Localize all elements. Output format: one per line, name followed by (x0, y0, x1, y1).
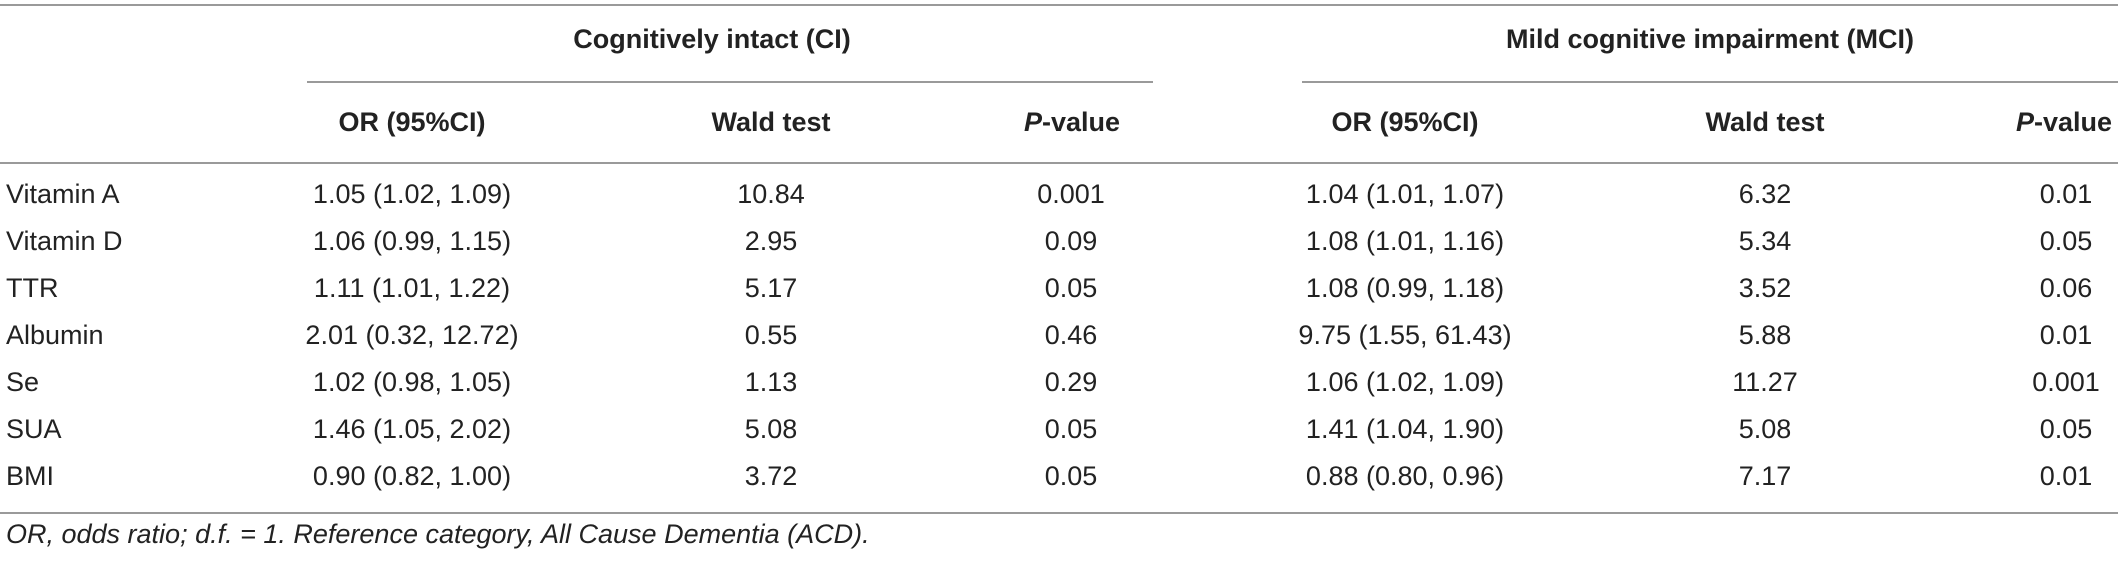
col-header-ci-pvalue: P-value (1024, 106, 1120, 138)
mci-wald: 6.32 (1738, 179, 1792, 209)
mci-or: 1.04 (1.01, 1.07) (1305, 179, 1505, 209)
ci-wald: 2.95 (744, 226, 798, 256)
mci-pvalue: 0.001 (2032, 367, 2100, 397)
ci-wald: 3.72 (744, 461, 798, 491)
mci-pvalue: 0.05 (2039, 226, 2093, 256)
col-header-ci-or: OR (95%CI) (338, 107, 486, 137)
ci-pvalue: 0.29 (1044, 367, 1098, 397)
mci-wald: 5.08 (1738, 414, 1792, 444)
mci-or: 1.06 (1.02, 1.09) (1305, 367, 1505, 397)
ci-wald: 5.17 (744, 273, 798, 303)
row-label: TTR (6, 273, 59, 303)
p-suffix: -value (2033, 107, 2112, 137)
ci-or: 1.11 (1.01, 1.22) (313, 273, 511, 303)
ci-group-underline (307, 81, 1153, 83)
table-top-rule (0, 4, 2118, 6)
mci-pvalue: 0.05 (2039, 414, 2093, 444)
mci-wald: 7.17 (1738, 461, 1792, 491)
ci-or: 1.05 (1.02, 1.09) (312, 179, 512, 209)
ci-or: 1.02 (0.98, 1.05) (312, 367, 512, 397)
ci-or: 1.06 (0.99, 1.15) (312, 226, 512, 256)
mci-pvalue: 0.01 (2039, 179, 2093, 209)
mci-pvalue: 0.01 (2039, 320, 2093, 350)
mci-wald: 5.34 (1738, 226, 1792, 256)
group-header-mci: Mild cognitive impairment (MCI) (1505, 24, 1915, 54)
mci-or: 0.88 (0.80, 0.96) (1305, 461, 1505, 491)
p-suffix: -value (1041, 107, 1120, 137)
table-bottom-rule (0, 512, 2118, 514)
group-header-ci: Cognitively intact (CI) (573, 24, 851, 54)
table-footnote: OR, odds ratio; d.f. = 1. Reference cate… (6, 519, 870, 549)
ci-wald: 10.84 (737, 179, 805, 209)
mci-wald: 11.27 (1732, 367, 1798, 397)
col-header-mci-wald: Wald test (1705, 107, 1825, 137)
mci-group-underline (1302, 81, 2118, 83)
mci-pvalue: 0.06 (2039, 273, 2093, 303)
row-label: SUA (6, 414, 62, 444)
ci-or: 1.46 (1.05, 2.02) (312, 414, 512, 444)
ci-pvalue: 0.05 (1044, 461, 1098, 491)
mci-wald: 5.88 (1738, 320, 1792, 350)
col-header-ci-wald: Wald test (711, 107, 831, 137)
col-header-mci-pvalue: P-value (2016, 106, 2112, 138)
row-label: Vitamin A (6, 179, 120, 209)
mci-or: 1.08 (0.99, 1.18) (1305, 273, 1505, 303)
ci-wald: 0.55 (744, 320, 798, 350)
ci-pvalue: 0.05 (1044, 273, 1098, 303)
col-header-mci-or: OR (95%CI) (1331, 107, 1479, 137)
row-label: Vitamin D (6, 226, 123, 256)
row-label: BMI (6, 461, 55, 491)
mci-or: 1.41 (1.04, 1.90) (1305, 414, 1505, 444)
mci-or: 9.75 (1.55, 61.43) (1298, 320, 1512, 350)
header-bottom-rule (0, 162, 2118, 164)
mci-pvalue: 0.01 (2039, 461, 2093, 491)
ci-pvalue: 0.46 (1044, 320, 1098, 350)
p-letter: P (1023, 107, 1042, 137)
ci-or: 0.90 (0.82, 1.00) (312, 461, 512, 491)
ci-pvalue: 0.001 (1037, 179, 1105, 209)
ci-or: 2.01 (0.32, 12.72) (305, 320, 519, 350)
ci-pvalue: 0.09 (1044, 226, 1098, 256)
ci-wald: 5.08 (744, 414, 798, 444)
mci-or: 1.08 (1.01, 1.16) (1305, 226, 1505, 256)
p-letter: P (2015, 107, 2034, 137)
ci-wald: 1.13 (744, 367, 798, 397)
row-label: Se (6, 367, 40, 397)
mci-wald: 3.52 (1738, 273, 1792, 303)
ci-pvalue: 0.05 (1044, 414, 1098, 444)
row-label: Albumin (6, 320, 104, 350)
